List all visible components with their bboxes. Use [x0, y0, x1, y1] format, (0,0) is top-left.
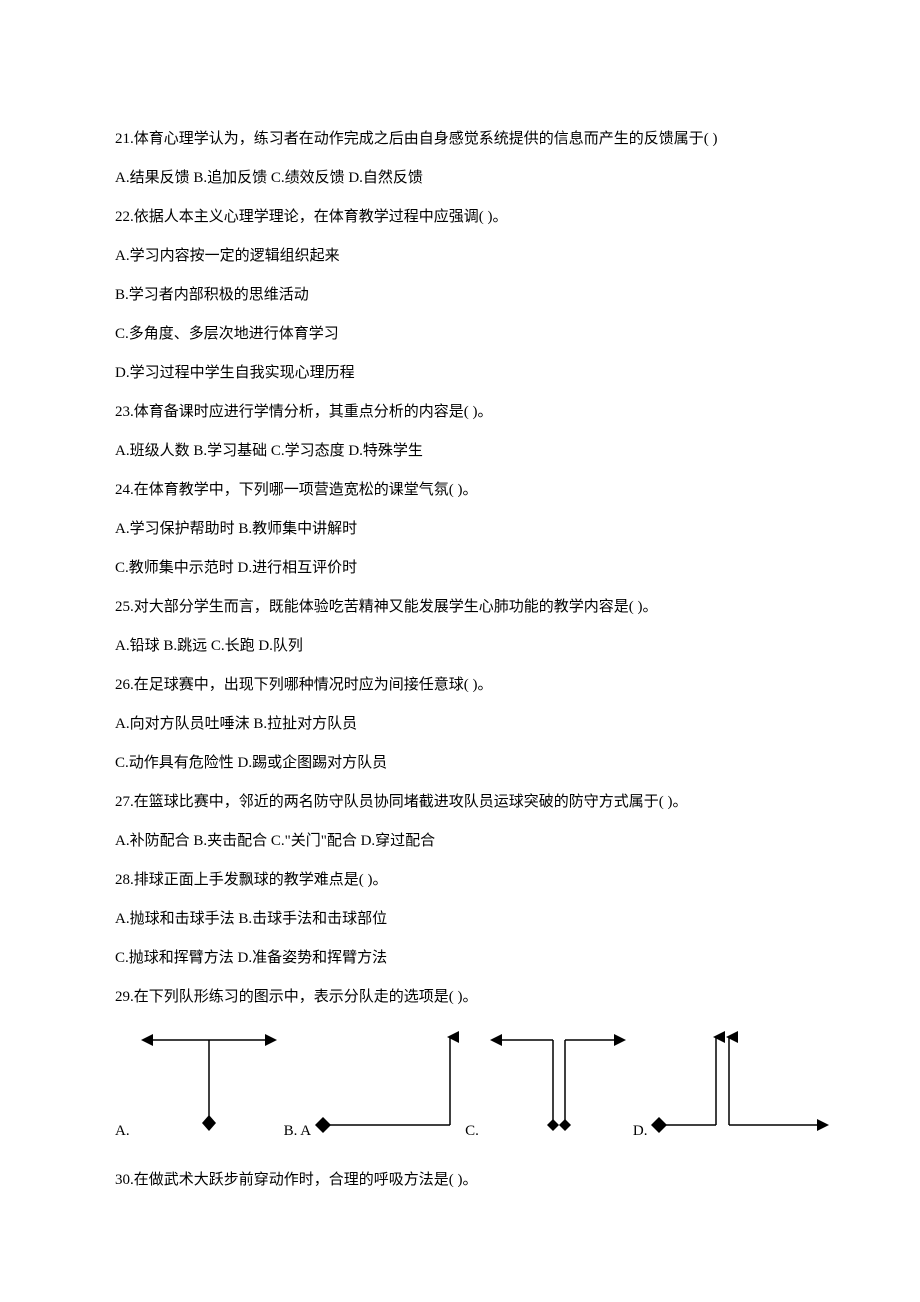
formation-diagram-icon: [134, 1025, 284, 1151]
question-24: 24.在体育教学中，下列哪一项营造宽松的课堂气氛( )。A.学习保护帮助时 B.…: [115, 471, 805, 588]
options: A.补防配合 B.夹击配合 C."关门"配合 D.穿过配合: [115, 822, 805, 861]
options: A.班级人数 B.学习基础 C.学习态度 D.特殊学生: [115, 432, 805, 471]
question-30: 30.在做武术大跃步前穿动作时，合理的呼吸方法是( )。: [115, 1161, 805, 1200]
option-row: A.抛球和击球手法 B.击球手法和击球部位: [115, 900, 805, 939]
diagram-option-3: D.: [633, 1025, 837, 1151]
question-text: 23.体育备课时应进行学情分析，其重点分析的内容是( )。: [115, 393, 805, 432]
option: C.多角度、多层次地进行体育学习: [115, 315, 805, 354]
question-text: 21.体育心理学认为，练习者在动作完成之后由自身感觉系统提供的信息而产生的反馈属…: [115, 120, 805, 159]
question-text: 24.在体育教学中，下列哪一项营造宽松的课堂气氛( )。: [115, 471, 805, 510]
formation-diagram-icon: [651, 1025, 836, 1151]
option-row: A.学习保护帮助时 B.教师集中讲解时: [115, 510, 805, 549]
diagram-label: C.: [465, 1112, 479, 1151]
question-27: 27.在篮球比赛中，邻近的两名防守队员协同堵截进攻队员运球突破的防守方式属于( …: [115, 783, 805, 861]
option-row: A.向对方队员吐唾沫 B.拉扯对方队员: [115, 705, 805, 744]
diagram-option-1: B. A: [284, 1025, 466, 1151]
question-text: 27.在篮球比赛中，邻近的两名防守队员协同堵截进攻队员运球突破的防守方式属于( …: [115, 783, 805, 822]
question-29: 29.在下列队形练习的图示中，表示分队走的选项是( )。: [115, 978, 805, 1017]
option-row: C.抛球和挥臂方法 D.准备姿势和挥臂方法: [115, 939, 805, 978]
option: B.学习者内部积极的思维活动: [115, 276, 805, 315]
question-text: 25.对大部分学生而言，既能体验吃苦精神又能发展学生心肺功能的教学内容是( )。: [115, 588, 805, 627]
question-text: 29.在下列队形练习的图示中，表示分队走的选项是( )。: [115, 978, 805, 1017]
diagram-option-2: C.: [465, 1025, 633, 1151]
question-26: 26.在足球赛中，出现下列哪种情况时应为间接任意球( )。A.向对方队员吐唾沫 …: [115, 666, 805, 783]
formation-diagram-icon: [483, 1025, 633, 1151]
question-text: 26.在足球赛中，出现下列哪种情况时应为间接任意球( )。: [115, 666, 805, 705]
question-text: 22.依据人本主义心理学理论，在体育教学过程中应强调( )。: [115, 198, 805, 237]
option-row: C.动作具有危险性 D.踢或企图踢对方队员: [115, 744, 805, 783]
question-22: 22.依据人本主义心理学理论，在体育教学过程中应强调( )。A.学习内容按一定的…: [115, 198, 805, 393]
question-23: 23.体育备课时应进行学情分析，其重点分析的内容是( )。A.班级人数 B.学习…: [115, 393, 805, 471]
question-text: 30.在做武术大跃步前穿动作时，合理的呼吸方法是( )。: [115, 1161, 805, 1200]
options: A.结果反馈 B.追加反馈 C.绩效反馈 D.自然反馈: [115, 159, 805, 198]
diagram-row: A. B. A: [115, 1025, 805, 1151]
diagram-label: D.: [633, 1112, 648, 1151]
option: D.学习过程中学生自我实现心理历程: [115, 354, 805, 393]
question-28: 28.排球正面上手发飘球的教学难点是( )。A.抛球和击球手法 B.击球手法和击…: [115, 861, 805, 978]
diagram-label: A.: [115, 1112, 130, 1151]
question-21: 21.体育心理学认为，练习者在动作完成之后由自身感觉系统提供的信息而产生的反馈属…: [115, 120, 805, 198]
question-25: 25.对大部分学生而言，既能体验吃苦精神又能发展学生心肺功能的教学内容是( )。…: [115, 588, 805, 666]
diagram-label: B. A: [284, 1112, 312, 1151]
option: A.学习内容按一定的逻辑组织起来: [115, 237, 805, 276]
options: A.铅球 B.跳远 C.长跑 D.队列: [115, 627, 805, 666]
diagram-option-0: A.: [115, 1025, 284, 1151]
question-text: 28.排球正面上手发飘球的教学难点是( )。: [115, 861, 805, 900]
formation-diagram-icon: [315, 1025, 465, 1151]
option-row: C.教师集中示范时 D.进行相互评价时: [115, 549, 805, 588]
